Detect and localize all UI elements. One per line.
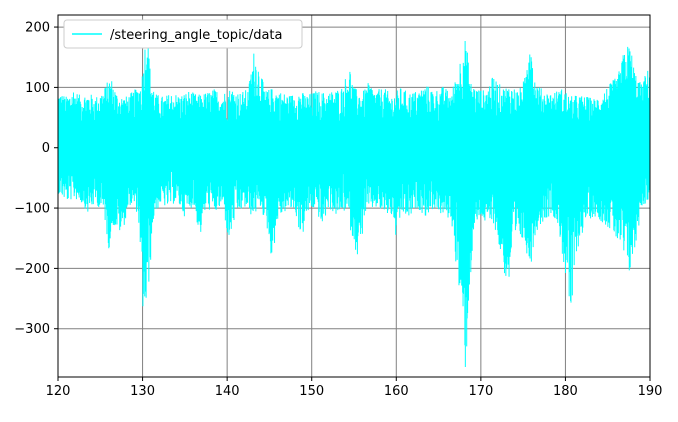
legend: /steering_angle_topic/data — [63, 19, 303, 49]
y-tick-label: −200 — [14, 262, 50, 277]
x-tick-label: 120 — [46, 384, 71, 399]
axes-frame — [57, 14, 651, 378]
y-tick-label: 200 — [25, 21, 50, 36]
axes: 120 130 140 150 160 170 180 190 −300 −200 −100 0 100… — [14, 14, 663, 399]
y-tick-label: −100 — [14, 202, 50, 217]
x-tick-label: 140 — [215, 384, 240, 399]
y-tick-label: 0 — [42, 141, 50, 156]
legend-frame — [63, 19, 303, 49]
legend-label-steering-angle: /steering_angle_topic/data — [110, 28, 283, 43]
series-line-steering-angle — [57, 40, 651, 368]
y-tick-label: 100 — [25, 81, 50, 96]
y-tick-label: −300 — [14, 322, 50, 337]
x-tick-label: 160 — [384, 384, 409, 399]
x-tick-label: 190 — [638, 384, 663, 399]
x-tick-label: 150 — [299, 384, 324, 399]
x-tick-label: 130 — [130, 384, 155, 399]
x-tick-label: 180 — [553, 384, 578, 399]
plot-area — [57, 40, 651, 368]
x-tick-label: 170 — [468, 384, 493, 399]
